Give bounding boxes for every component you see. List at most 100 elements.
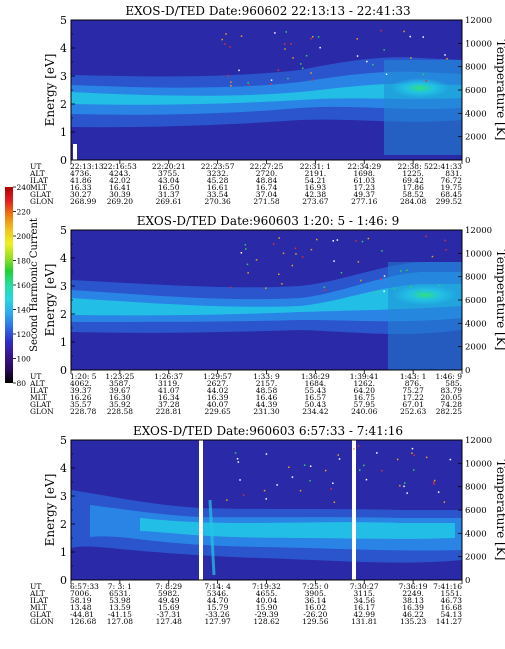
orbit-cell: 126.68	[70, 617, 96, 626]
orbit-cell: 31.37	[158, 190, 180, 199]
orbit-row-label: UT	[30, 582, 41, 591]
noise-dot	[265, 287, 267, 289]
orbit-cell: 269.61	[156, 197, 182, 206]
orbit-cell: 22:27:25	[250, 162, 284, 171]
noise-dot	[225, 33, 227, 35]
orbit-cell: 228.81	[156, 407, 182, 416]
orbit-cell: 54.13	[441, 610, 463, 619]
orbit-cell: 282.25	[436, 407, 462, 416]
right-y-tick-label: 8000	[465, 483, 487, 493]
noise-dot	[403, 485, 405, 488]
orbit-cell: 1:39:41	[350, 372, 379, 381]
right-y-tick-label: 6000	[465, 296, 487, 306]
orbit-cell: 2249.	[402, 589, 423, 598]
right-y-tick-label: 12000	[465, 226, 492, 236]
orbit-cell: 22:41:33	[428, 162, 462, 171]
noise-dot	[411, 452, 413, 454]
orbit-cell: 228.78	[70, 407, 96, 416]
orbit-cell: 30.27	[70, 190, 92, 199]
noise-dot	[357, 261, 360, 263]
noise-dot	[360, 279, 362, 282]
noise-dot	[333, 501, 336, 503]
orbit-cell: 49.37	[354, 190, 376, 199]
orbit-cell: 7:14: 4	[204, 582, 231, 591]
panel-2-yaxis: 0 1 2 3 4 5	[60, 224, 75, 377]
noise-dot	[229, 286, 232, 289]
noise-dot	[312, 36, 314, 38]
orbit-cell: 17.22	[402, 393, 424, 402]
noise-dot	[309, 479, 311, 482]
orbit-cell: 128.62	[253, 617, 279, 626]
orbit-cell: 3755.	[158, 169, 179, 178]
orbit-cell: 6:57:33	[70, 582, 99, 591]
orbit-cell: 46.73	[441, 596, 463, 605]
orbit-cell: 35.92	[109, 400, 131, 409]
panel-1: EXOS-D/TED Date:960602 22:13:13 - 22:41:…	[29, 4, 505, 206]
orbit-cell: 55.43	[305, 386, 327, 395]
noise-dot	[305, 55, 308, 57]
noise-dot	[338, 458, 341, 460]
noise-dot	[444, 54, 446, 56]
noise-dot	[366, 60, 368, 63]
noise-dot	[270, 79, 273, 81]
orbit-cell: 16.30	[109, 393, 131, 402]
panel-1-orbit-table: UTALTILATMLTGLATGLON22:13:134736.41.8616…	[29, 160, 463, 206]
noise-dot	[265, 453, 268, 455]
orbit-cell: 42.38	[305, 190, 327, 199]
colorbar-ticks: 80 100 120 140 160 180 200 220 240	[13, 183, 31, 388]
noise-dot	[226, 499, 228, 501]
noise-dot	[443, 501, 446, 503]
panel-2-high-lat-region	[388, 262, 462, 370]
noise-dot	[265, 498, 267, 500]
noise-dot	[229, 46, 231, 48]
orbit-cell: 1:20: 5	[70, 372, 97, 381]
orbit-cell: 15.79	[207, 603, 229, 612]
noise-dot	[431, 255, 434, 258]
noise-dot	[396, 458, 399, 461]
noise-dot	[375, 291, 377, 293]
orbit-row-label: GLON	[30, 407, 54, 416]
panel-3: EXOS-D/TED Date:960603 6:57:33 - 7:41:16…	[29, 424, 505, 626]
orbit-cell: 22:20:21	[152, 162, 186, 171]
orbit-cell: 20.05	[441, 393, 463, 402]
panel-3-orbit-table: UTALTILATMLTGLATGLON6:57:337006.58.1913.…	[29, 580, 463, 626]
noise-dot	[361, 240, 364, 243]
orbit-row-label: ILAT	[30, 176, 48, 185]
orbit-row-label: ILAT	[30, 386, 48, 395]
orbit-cell: 68.45	[441, 190, 463, 199]
orbit-cell: 1:23:25	[105, 372, 134, 381]
y-tick-label: 4	[60, 462, 67, 475]
orbit-cell: 17.86	[402, 183, 424, 192]
orbit-cell: 1:26:37	[154, 372, 183, 381]
panel-2-right-yaxis: 0 2000 4000 6000 8000 10000 12000	[458, 226, 492, 376]
noise-dot	[438, 284, 441, 287]
right-y-tick-label: 12000	[465, 436, 492, 446]
orbit-cell: 270.36	[205, 197, 231, 206]
orbit-cell: 36.14	[305, 596, 327, 605]
y-tick-label: 0	[60, 574, 67, 587]
orbit-cell: 19.75	[441, 183, 463, 192]
orbit-cell: 16.93	[305, 183, 327, 192]
orbit-cell: 61.03	[354, 176, 376, 185]
orbit-cell: 271.58	[253, 197, 279, 206]
orbit-cell: 1:36:29	[301, 372, 330, 381]
noise-dot	[247, 82, 249, 84]
orbit-cell: 44.70	[207, 596, 229, 605]
colorbar-strip	[5, 187, 13, 383]
orbit-cell: 16.50	[158, 183, 180, 192]
orbit-cell: 22:13:13	[70, 162, 104, 171]
right-y-tick-label: 8000	[465, 273, 487, 283]
noise-dot	[385, 73, 388, 75]
noise-dot	[399, 484, 401, 487]
noise-dot	[357, 445, 360, 447]
panel-3-core-band	[140, 518, 455, 539]
noise-dot	[323, 286, 326, 288]
y-tick-label: 0	[60, 154, 67, 167]
orbit-cell: 16.74	[256, 183, 278, 192]
colorbar-tick-label: 120	[17, 330, 32, 339]
orbit-row-label: GLON	[30, 197, 54, 206]
panel-3-right-yaxis: 0 2000 4000 6000 8000 10000 12000	[458, 436, 492, 586]
noise-dot	[272, 243, 275, 245]
orbit-cell: 277.16	[351, 197, 377, 206]
noise-dot	[403, 30, 405, 33]
